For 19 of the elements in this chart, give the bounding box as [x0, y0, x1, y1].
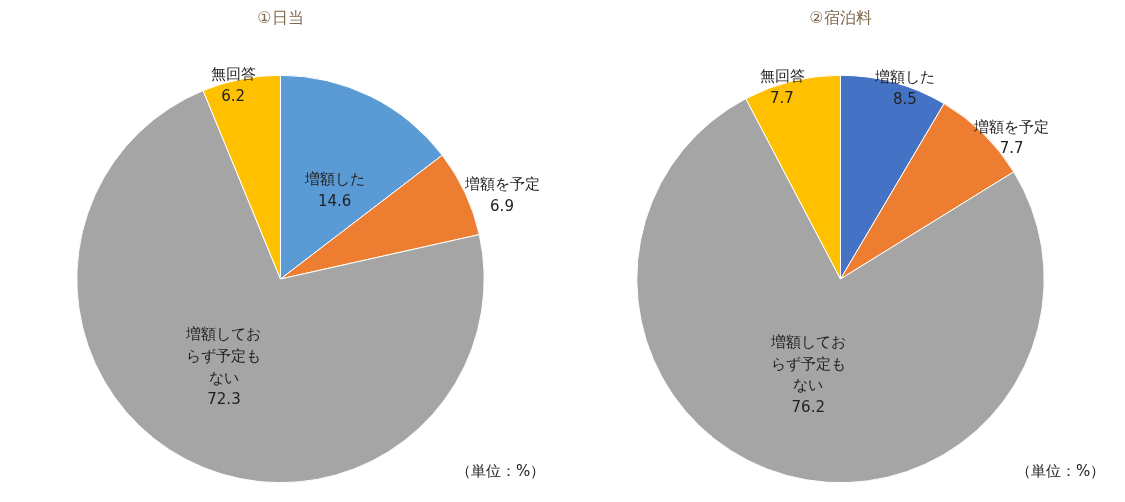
- slice-label: 増額しておらず予定もない: [185, 325, 262, 387]
- chart-title: ①日当: [257, 7, 304, 27]
- slice-label: 無回答: [210, 64, 256, 83]
- data-label: 6.9: [490, 197, 514, 216]
- slice-label: 増額した: [303, 170, 365, 189]
- text: （単位：%）: [456, 462, 546, 481]
- slice-label: 増額を予定: [973, 117, 1050, 136]
- slice-label: 増額を予定: [463, 175, 540, 194]
- data-label: 7.7: [999, 139, 1024, 158]
- data-label: 72.3: [207, 390, 241, 409]
- chart-title: ②宿泊料: [809, 7, 872, 27]
- data-label: 8.5: [893, 89, 917, 108]
- data-label: 6.2: [221, 86, 246, 105]
- slice-label: 増額しておらず予定もない: [769, 333, 846, 395]
- data-label: 7.7: [770, 88, 794, 107]
- slice-label: 無回答: [759, 66, 805, 85]
- data-label: 76.2: [791, 397, 825, 416]
- text: （単位：%）: [1016, 462, 1106, 481]
- data-label: 14.6: [317, 192, 352, 211]
